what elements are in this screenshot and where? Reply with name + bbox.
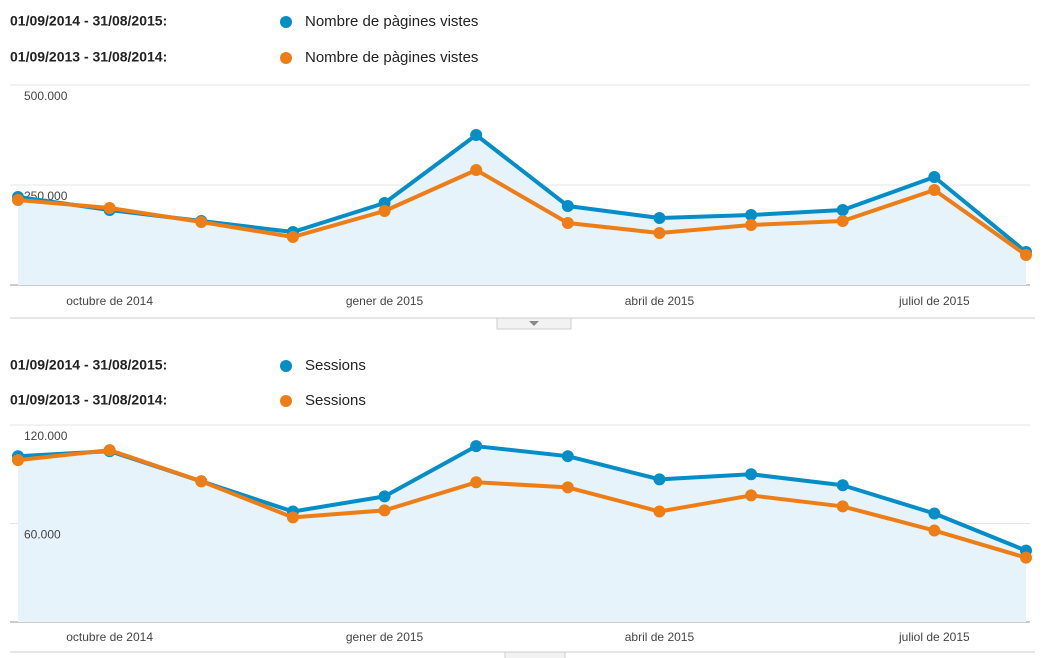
data-point [378, 504, 391, 517]
data-point [195, 216, 208, 228]
data-point [836, 204, 849, 216]
data-point [12, 194, 24, 206]
data-point [378, 490, 391, 503]
data-point [928, 184, 941, 196]
data-point [836, 215, 849, 227]
data-point [470, 476, 483, 489]
data-point [286, 231, 299, 243]
y-tick-label: 60.000 [24, 528, 61, 542]
x-tick-label: juliol de 2015 [898, 294, 970, 308]
x-tick-label: juliol de 2015 [898, 630, 970, 644]
area [18, 446, 1026, 622]
legend-swatch [280, 360, 292, 372]
data-point [470, 440, 483, 453]
legend-swatch [280, 16, 292, 28]
data-point [928, 507, 941, 520]
x-tick-label: gener de 2015 [346, 630, 424, 644]
data-point [653, 505, 666, 518]
legend-period: 01/09/2014 - 31/08/2015: [10, 13, 167, 29]
data-point [745, 209, 758, 221]
data-point [195, 475, 208, 488]
data-point [1020, 551, 1032, 564]
data-point [103, 202, 116, 214]
data-point [653, 227, 666, 239]
data-point [928, 171, 941, 183]
legend-swatch [280, 52, 292, 64]
data-point [378, 205, 391, 217]
data-point [470, 129, 483, 141]
x-tick-label: abril de 2015 [625, 630, 695, 644]
x-tick-label: octubre de 2014 [66, 630, 153, 644]
legend-period: 01/09/2013 - 31/08/2014: [10, 49, 167, 65]
x-tick-label: octubre de 2014 [66, 294, 153, 308]
data-point [745, 468, 758, 481]
legend-label: Nombre de pàgines vistes [305, 13, 478, 30]
series-line [17, 168, 1028, 257]
data-point [561, 450, 574, 463]
data-point [12, 454, 24, 467]
series-line [17, 448, 1027, 560]
y-tick-label: 500.000 [24, 89, 68, 103]
y-tick-label: 120.000 [24, 429, 68, 443]
data-point [745, 489, 758, 502]
data-point [470, 164, 483, 176]
x-tick-label: gener de 2015 [346, 294, 424, 308]
data-point [745, 219, 758, 231]
data-point [653, 473, 666, 486]
legend-period: 01/09/2013 - 31/08/2014: [10, 392, 167, 408]
legend-swatch [280, 395, 292, 407]
collapse-arrow [529, 321, 539, 326]
legend-label: Nombre de pàgines vistes [305, 49, 478, 66]
legend-label: Sessions [305, 392, 366, 409]
data-point [653, 212, 666, 224]
data-point [836, 500, 849, 513]
legend-period: 01/09/2014 - 31/08/2015: [10, 357, 167, 373]
data-point [103, 444, 116, 457]
legend-label: Sessions [305, 357, 366, 374]
data-point [561, 217, 574, 229]
data-point [836, 479, 849, 492]
data-point [1020, 249, 1032, 261]
data-point [928, 524, 941, 537]
x-tick-label: abril de 2015 [625, 294, 695, 308]
data-point [561, 200, 574, 212]
data-point [286, 511, 299, 524]
collapse-button[interactable] [504, 651, 566, 658]
area [18, 135, 1026, 285]
data-point [561, 481, 574, 494]
